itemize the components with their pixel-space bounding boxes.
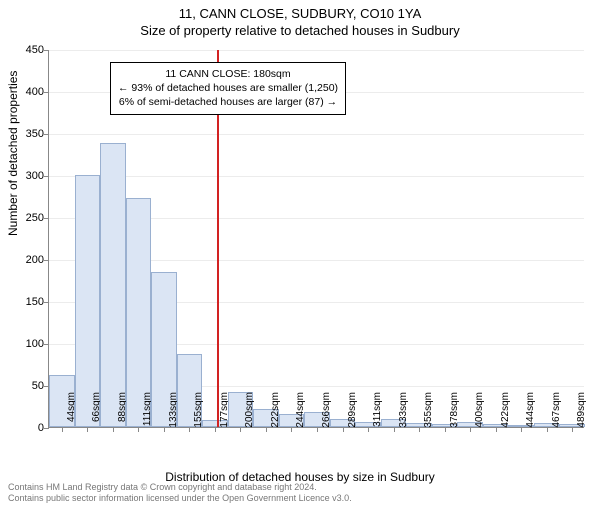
x-tick-label: 444sqm xyxy=(525,392,536,436)
x-tick xyxy=(419,427,420,432)
y-tick-label: 400 xyxy=(14,86,44,98)
y-tick-label: 350 xyxy=(14,128,44,140)
x-tick xyxy=(240,427,241,432)
histogram-bar xyxy=(100,143,126,427)
info-line-2: ← 93% of detached houses are smaller (1,… xyxy=(118,81,338,95)
x-tick-label: 266sqm xyxy=(321,392,332,436)
y-tick-label: 100 xyxy=(14,338,44,350)
x-tick xyxy=(189,427,190,432)
x-tick xyxy=(113,427,114,432)
y-tick xyxy=(44,302,49,303)
y-tick-label: 0 xyxy=(14,422,44,434)
x-tick-label: 311sqm xyxy=(372,392,383,436)
x-tick xyxy=(470,427,471,432)
x-tick xyxy=(138,427,139,432)
y-tick xyxy=(44,260,49,261)
x-tick-label: 333sqm xyxy=(398,392,409,436)
y-tick-label: 250 xyxy=(14,212,44,224)
x-tick xyxy=(496,427,497,432)
histogram-bar xyxy=(75,175,101,427)
y-tick xyxy=(44,344,49,345)
x-tick-label: 422sqm xyxy=(500,392,511,436)
x-tick xyxy=(291,427,292,432)
x-tick-label: 489sqm xyxy=(576,392,587,436)
y-tick-label: 50 xyxy=(14,380,44,392)
y-tick xyxy=(44,50,49,51)
x-tick xyxy=(547,427,548,432)
x-tick xyxy=(445,427,446,432)
x-tick-label: 155sqm xyxy=(193,392,204,436)
x-tick-label: 400sqm xyxy=(474,392,485,436)
y-tick xyxy=(44,176,49,177)
x-tick xyxy=(164,427,165,432)
x-tick xyxy=(266,427,267,432)
gridline xyxy=(49,176,584,177)
footer-line-2: Contains public sector information licen… xyxy=(8,493,352,504)
x-tick xyxy=(87,427,88,432)
gridline xyxy=(49,134,584,135)
x-tick xyxy=(343,427,344,432)
page-subtitle: Size of property relative to detached ho… xyxy=(0,23,600,38)
x-tick xyxy=(368,427,369,432)
y-tick-label: 150 xyxy=(14,296,44,308)
x-tick-label: 355sqm xyxy=(423,392,434,436)
y-tick-label: 300 xyxy=(14,170,44,182)
x-tick xyxy=(394,427,395,432)
page-title: 11, CANN CLOSE, SUDBURY, CO10 1YA xyxy=(0,6,600,21)
x-tick-label: 289sqm xyxy=(347,392,358,436)
y-tick xyxy=(44,218,49,219)
info-box: 11 CANN CLOSE: 180sqm ← 93% of detached … xyxy=(110,62,346,115)
gridline xyxy=(49,50,584,51)
y-tick-label: 450 xyxy=(14,44,44,56)
footer-credits: Contains HM Land Registry data © Crown c… xyxy=(8,482,352,504)
x-tick xyxy=(572,427,573,432)
y-tick xyxy=(44,428,49,429)
x-tick xyxy=(215,427,216,432)
info-line-3: 6% of semi-detached houses are larger (8… xyxy=(118,95,338,109)
chart-container: 05010015020025030035040045044sqm66sqm88s… xyxy=(48,50,584,428)
y-tick-label: 200 xyxy=(14,254,44,266)
x-tick xyxy=(317,427,318,432)
y-tick xyxy=(44,92,49,93)
x-tick xyxy=(521,427,522,432)
info-line-1: 11 CANN CLOSE: 180sqm xyxy=(118,67,338,81)
x-tick xyxy=(62,427,63,432)
y-tick xyxy=(44,134,49,135)
x-tick-label: 378sqm xyxy=(449,392,460,436)
footer-line-1: Contains HM Land Registry data © Crown c… xyxy=(8,482,352,493)
x-tick-label: 467sqm xyxy=(551,392,562,436)
